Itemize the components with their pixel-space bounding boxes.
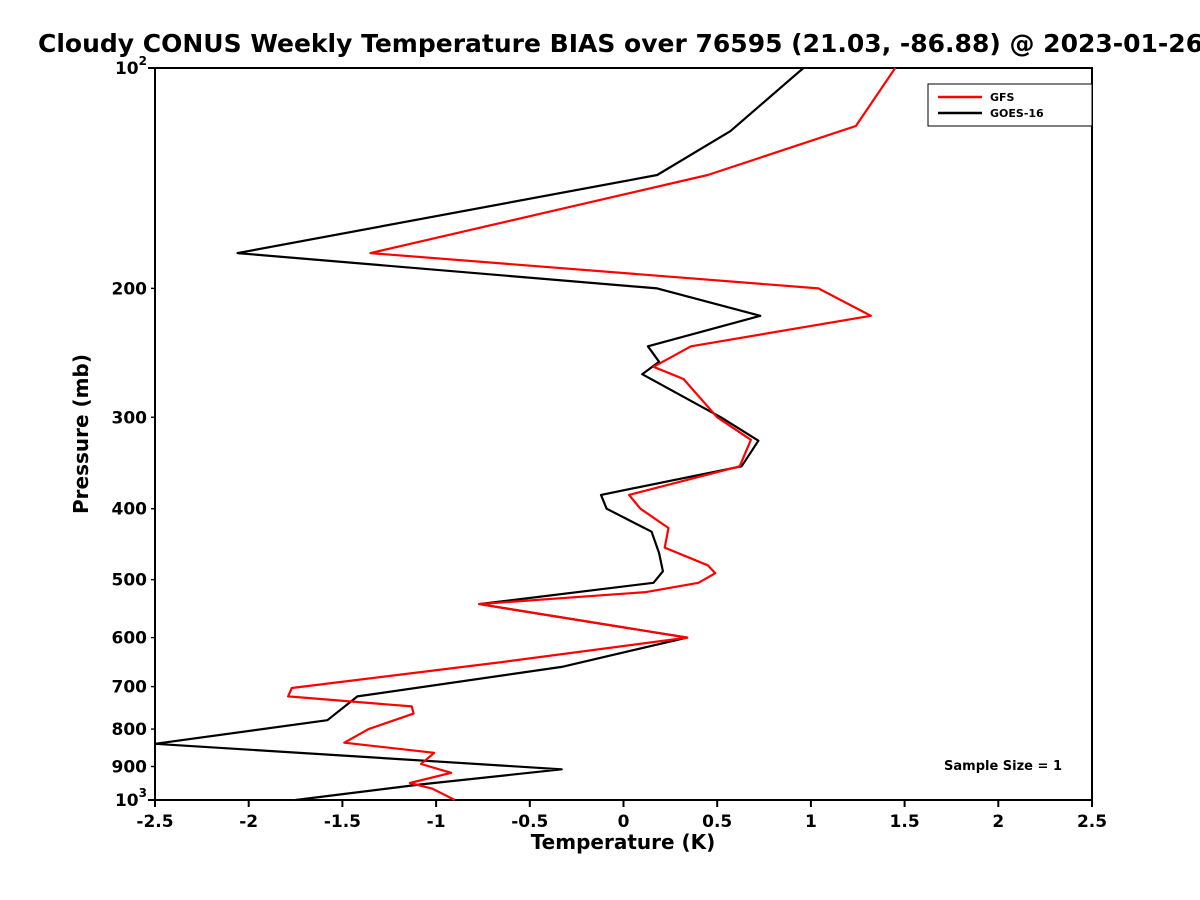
x-tick-label: 0.5	[702, 812, 732, 832]
y-axis-label: Pressure (mb)	[69, 354, 93, 514]
y-tick-minor-label: 800	[112, 720, 148, 740]
legend-box	[927, 83, 1093, 127]
x-tick-label: 2.5	[1077, 812, 1107, 832]
sample-size-note: Sample Size = 1	[944, 759, 1062, 774]
y-tick-major-label: 102	[115, 54, 147, 79]
x-tick-label: -1	[427, 812, 446, 832]
x-tick-label: 0	[618, 812, 630, 832]
x-tick-label: -2.5	[136, 812, 173, 832]
x-tick-label: -1.5	[324, 812, 361, 832]
x-tick-label: 1.5	[890, 812, 920, 832]
x-tick-label: 2	[992, 812, 1004, 832]
y-tick-minor-label: 300	[112, 408, 148, 428]
x-tick-label: 1	[805, 812, 817, 832]
y-tick-minor-label: 400	[112, 500, 148, 520]
y-tick-minor-label: 900	[112, 758, 148, 778]
x-tick-label: -0.5	[511, 812, 548, 832]
chart-title: Cloudy CONUS Weekly Temperature BIAS ove…	[38, 29, 1200, 58]
x-tick-label: -2	[239, 812, 258, 832]
legend-label-goes16: GOES-16	[990, 107, 1044, 120]
plot-box	[154, 67, 1093, 801]
y-tick-minor-label: 500	[112, 571, 148, 591]
y-tick-minor-label: 200	[112, 279, 148, 299]
y-tick-minor-label: 700	[112, 678, 148, 698]
legend: GFS GOES-16	[927, 83, 1093, 127]
series-line-gfs	[287, 67, 897, 801]
y-tick-major-label: 103	[115, 786, 147, 811]
legend-label-gfs: GFS	[990, 91, 1015, 104]
plot-generated-layer: -2.5 -2 -1.5 -1 -0.5 0 0.5 1 1.5 2 2.5 102 103 200 300…	[112, 54, 1108, 832]
y-tick-minor-label: 600	[112, 629, 148, 649]
series-line-goes-16	[153, 67, 805, 802]
x-axis-label: Temperature (K)	[531, 830, 716, 854]
